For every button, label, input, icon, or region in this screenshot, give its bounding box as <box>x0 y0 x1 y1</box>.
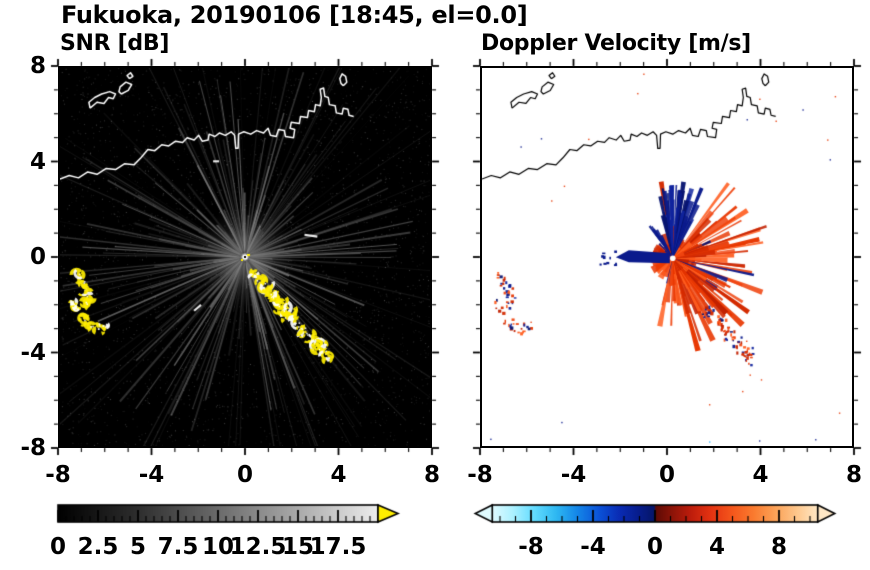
doppler-plot-panel <box>480 66 854 448</box>
doppler-plot-canvas <box>482 68 852 446</box>
snr-plot-panel <box>58 66 432 448</box>
snr-panel-title: SNR [dB] <box>60 31 170 56</box>
snr-plot-canvas <box>60 68 430 446</box>
doppler-panel-title: Doppler Velocity [m/s] <box>481 31 751 56</box>
figure-title: Fukuoka, 20190106 [18:45, el=0.0] <box>61 1 528 29</box>
